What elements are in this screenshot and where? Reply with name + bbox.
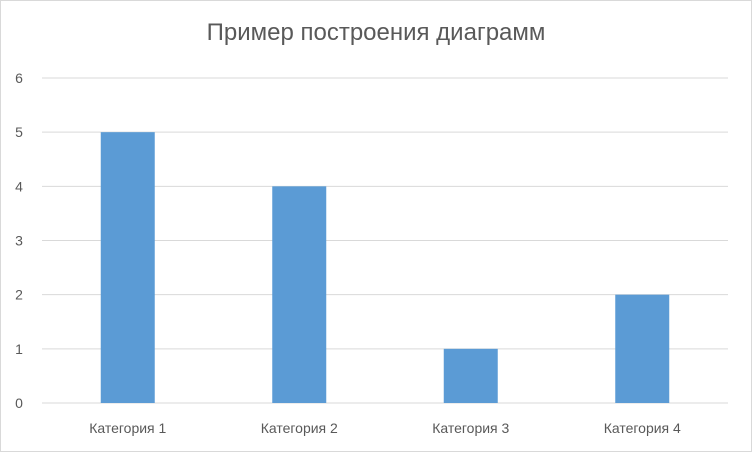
chart-title: Пример построения диаграмм xyxy=(206,19,546,46)
y-tick-label: 5 xyxy=(15,124,23,140)
y-tick-label: 6 xyxy=(15,70,23,86)
y-tick-label: 2 xyxy=(15,287,23,303)
y-tick-label: 0 xyxy=(15,395,23,411)
y-tick-label: 3 xyxy=(15,233,23,249)
x-tick-label: Категория 3 xyxy=(432,420,509,436)
x-tick-label: Категория 4 xyxy=(604,420,681,436)
bar-2 xyxy=(272,186,327,403)
y-tick-label: 1 xyxy=(15,341,23,357)
y-tick-label: 4 xyxy=(15,178,23,194)
x-tick-label: Категория 2 xyxy=(261,420,338,436)
bar-3 xyxy=(443,348,498,403)
bar-4 xyxy=(615,294,670,403)
bar-1 xyxy=(100,132,155,403)
x-tick-label: Категория 1 xyxy=(89,420,166,436)
